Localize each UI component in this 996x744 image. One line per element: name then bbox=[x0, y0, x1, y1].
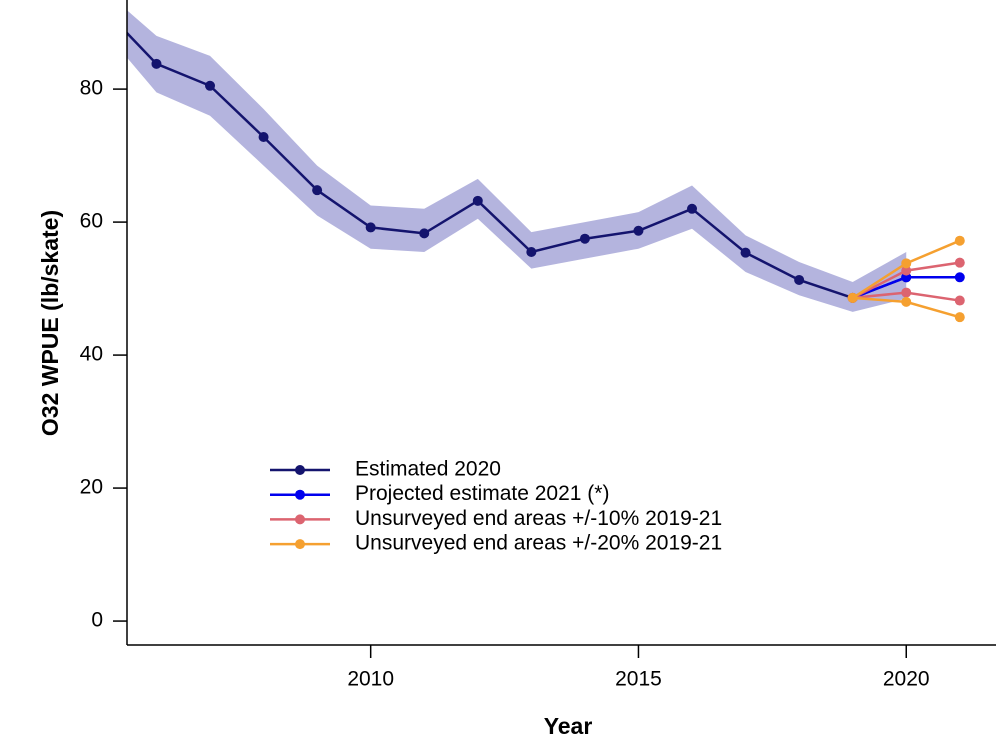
data-point bbox=[312, 185, 323, 196]
data-point bbox=[419, 228, 430, 239]
legend-label: Unsurveyed end areas +/-10% 2019-21 bbox=[355, 507, 722, 530]
plot-area bbox=[98, 3, 965, 323]
y-tick-label: 40 bbox=[80, 343, 103, 366]
legend-marker bbox=[295, 539, 305, 550]
data-point bbox=[847, 292, 858, 303]
data-point bbox=[794, 274, 805, 285]
data-point bbox=[954, 235, 965, 246]
legend-marker bbox=[295, 465, 305, 475]
data-point bbox=[151, 58, 162, 69]
data-point bbox=[901, 258, 912, 269]
data-point bbox=[954, 272, 965, 283]
data-point bbox=[579, 233, 590, 244]
data-point bbox=[740, 247, 751, 258]
data-point bbox=[633, 225, 644, 236]
data-point bbox=[526, 247, 537, 258]
data-point bbox=[954, 257, 965, 268]
data-point bbox=[901, 265, 912, 276]
x-tick-label: 2015 bbox=[615, 668, 662, 691]
series-line bbox=[127, 31, 907, 300]
data-point bbox=[258, 131, 269, 142]
y-tick-label: 0 bbox=[91, 609, 103, 632]
data-point bbox=[901, 287, 912, 298]
y-tick-label: 60 bbox=[80, 210, 103, 233]
legend-marker bbox=[295, 514, 305, 525]
data-point bbox=[901, 296, 912, 307]
data-point bbox=[954, 312, 965, 323]
legend-label: Estimated 2020 bbox=[355, 458, 501, 481]
x-axis-label: Year bbox=[544, 713, 593, 739]
x-tick-label: 2020 bbox=[883, 668, 930, 691]
legend-label: Projected estimate 2021 (*) bbox=[355, 482, 609, 505]
y-tick-label: 20 bbox=[80, 476, 103, 499]
legend-marker bbox=[295, 489, 305, 500]
data-point bbox=[687, 203, 698, 214]
y-tick-label: 80 bbox=[80, 77, 103, 100]
y-axis-label: O32 WPUE (lb/skate) bbox=[37, 210, 63, 436]
data-point bbox=[205, 80, 216, 91]
data-point bbox=[472, 195, 483, 206]
legend-label: Unsurveyed end areas +/-20% 2019-21 bbox=[355, 532, 722, 555]
data-point bbox=[365, 222, 376, 233]
data-point bbox=[954, 295, 965, 306]
data-point bbox=[98, 3, 108, 13]
x-tick-label: 2010 bbox=[347, 668, 394, 691]
confidence-band bbox=[127, 10, 907, 312]
